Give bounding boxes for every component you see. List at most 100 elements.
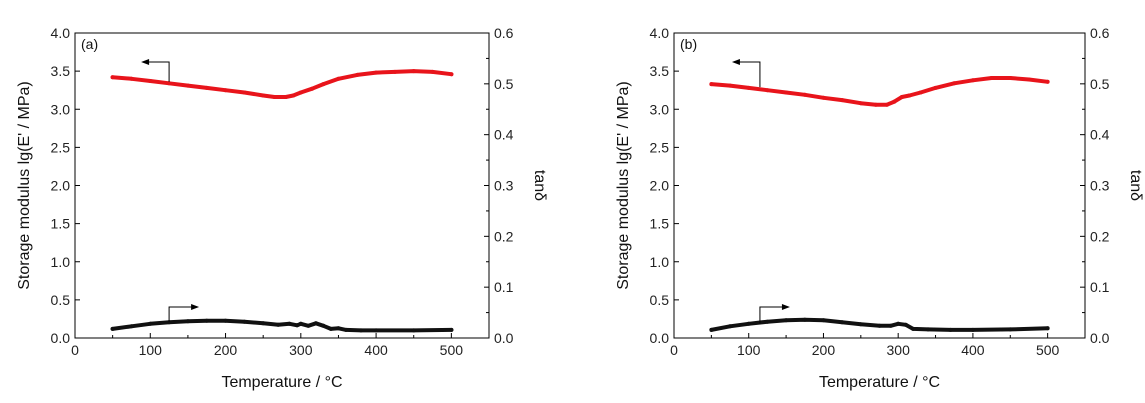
y-left-tick-label: 1.0	[650, 254, 670, 270]
storage-modulus-point	[989, 76, 994, 80]
storage-modulus-point	[261, 93, 266, 98]
storage-modulus-point	[185, 83, 190, 88]
storage-modulus-line	[709, 76, 1050, 107]
chart-panel-1: 0 100 200 300 400 500 0.0 0.5 1.0 1.5 2.0 2.5 3.0 3.5…	[16, 25, 548, 391]
tan-delta-point	[298, 321, 303, 326]
storage-modulus-point	[873, 102, 878, 107]
chart-panel-2: 0 100 200 300 400 500 0.0 0.5 1.0 1.5 2.0 2.5 3.0 3.5…	[615, 25, 1144, 391]
left-axis-arrow	[147, 61, 170, 82]
storage-modulus-point	[283, 95, 288, 99]
storage-modulus-point	[272, 95, 277, 99]
tan-delta-point	[709, 327, 714, 332]
x-tick-label: 500	[440, 342, 464, 358]
storage-modulus-point	[952, 81, 957, 86]
y-right-tick-label: 0.3	[1090, 178, 1110, 194]
tan-delta-point	[449, 327, 454, 332]
left-axis-arrow	[737, 61, 761, 88]
left-arrow-head-icon	[141, 58, 150, 65]
storage-modulus-point	[746, 85, 751, 90]
storage-modulus-point	[840, 98, 845, 103]
x-axis-title: Temperature / °C	[221, 374, 342, 391]
tan-delta-point	[110, 326, 115, 331]
storage-modulus-point	[821, 95, 826, 100]
tan-delta-point	[185, 319, 190, 324]
y-left-tick-label: 1.5	[650, 216, 670, 232]
storage-modulus-point	[970, 78, 975, 83]
tan-delta-point	[746, 321, 751, 326]
tan-delta-point	[926, 327, 931, 332]
tan-delta-point	[903, 322, 908, 327]
tan-delta-point	[784, 318, 789, 323]
y-left-tick-label: 3.0	[650, 101, 670, 117]
storage-modulus-point	[355, 72, 360, 77]
tan-delta-point	[204, 318, 209, 323]
tan-delta-point	[261, 321, 266, 326]
y-right-axis-title: tanδ	[1127, 170, 1144, 201]
storage-modulus-point	[449, 72, 454, 77]
tan-delta-point	[877, 323, 882, 328]
x-tick-label: 500	[1036, 342, 1060, 358]
x-tick-label: 300	[289, 342, 313, 358]
y-left-axis-title: Storage modulus lg(E' / MPa)	[16, 81, 33, 289]
storage-modulus-point	[802, 92, 807, 97]
tan-delta-point	[276, 322, 281, 327]
y-right-tick-label: 0.1	[494, 279, 514, 295]
tan-delta-point	[948, 327, 953, 332]
tan-delta-point	[970, 327, 975, 332]
storage-modulus-point	[430, 69, 435, 74]
y-right-axis-title: tanδ	[531, 170, 548, 201]
y-left-tick-label: 3.5	[51, 63, 71, 79]
panel-label: (b)	[680, 36, 697, 52]
storage-modulus-point	[858, 101, 863, 106]
tan-delta-point	[888, 323, 893, 328]
tan-delta-point	[344, 327, 348, 332]
storage-modulus-point	[321, 82, 326, 87]
storage-modulus-point	[709, 82, 714, 87]
x-tick-label: 100	[737, 342, 761, 358]
storage-modulus-point	[728, 83, 732, 88]
x-tick-label: 0	[670, 342, 678, 358]
right-axis-arrow	[759, 306, 784, 324]
storage-modulus-point	[374, 70, 379, 75]
y-left-tick-label: 0.5	[650, 292, 670, 308]
x-tick-label: 300	[887, 342, 911, 358]
y-left-tick-label: 4.0	[650, 25, 670, 41]
tan-delta-point	[242, 319, 247, 324]
tan-delta-point	[295, 323, 300, 328]
tan-delta-point	[359, 328, 363, 333]
tan-delta-point	[148, 321, 153, 326]
tan-delta-point	[728, 324, 732, 329]
tan-delta-point	[374, 328, 379, 333]
tan-delta-point	[911, 326, 916, 331]
storage-modulus-point	[129, 76, 134, 81]
storage-modulus-point	[242, 90, 247, 95]
tan-delta-point	[411, 328, 416, 333]
x-tick-label: 200	[812, 342, 836, 358]
y-right-tick-label: 0.6	[494, 25, 514, 41]
storage-modulus-point	[223, 88, 228, 93]
tan-delta-point	[802, 317, 807, 322]
tan-delta-line	[110, 318, 454, 333]
storage-modulus-point	[110, 75, 115, 80]
tan-delta-point	[306, 323, 311, 328]
tan-delta-point	[858, 322, 863, 327]
storage-modulus-point	[310, 86, 315, 91]
y-right-tick-label: 0.2	[494, 228, 514, 244]
tan-delta-point	[223, 318, 228, 323]
x-tick-label: 200	[214, 342, 238, 358]
tan-delta-point	[896, 321, 901, 326]
y-right-tick-label: 0.3	[494, 178, 514, 194]
right-arrow-head-icon	[191, 303, 200, 310]
y-right-tick-label: 0.0	[1090, 330, 1110, 346]
storage-modulus-point	[892, 99, 897, 104]
tan-delta-point	[287, 321, 292, 326]
storage-modulus-point	[899, 95, 904, 99]
storage-modulus-point	[167, 81, 172, 86]
storage-modulus-point	[885, 102, 889, 107]
y-left-tick-label: 2.0	[650, 178, 670, 194]
storage-modulus-point	[336, 76, 341, 81]
storage-modulus-point	[291, 93, 296, 98]
storage-modulus-point	[784, 90, 789, 95]
storage-modulus-point	[298, 90, 303, 95]
